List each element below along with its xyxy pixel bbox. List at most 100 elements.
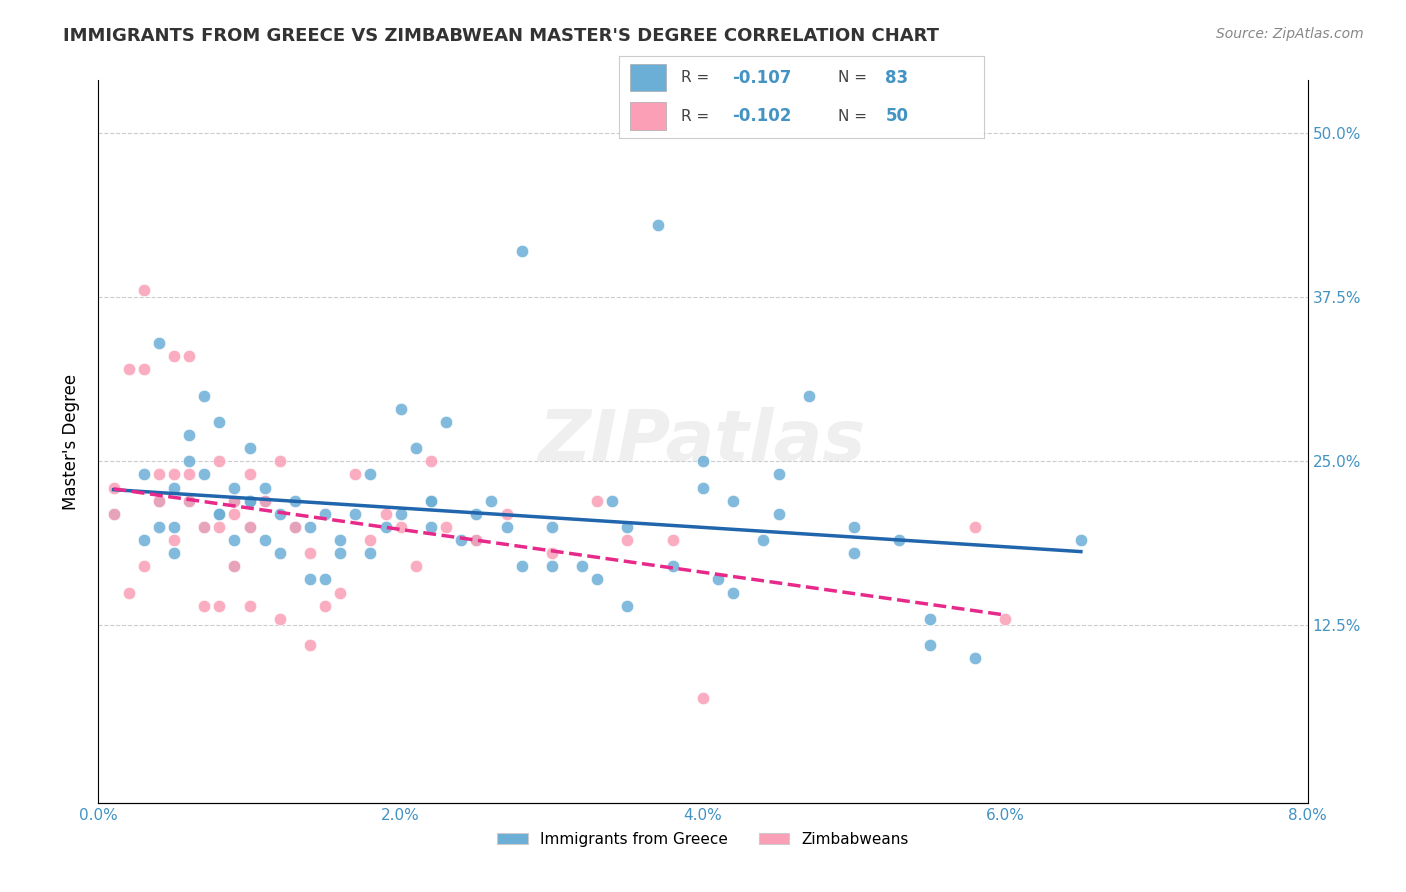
Point — [239, 493, 262, 508]
Text: 83: 83 — [886, 69, 908, 87]
Point — [284, 493, 307, 508]
Point — [193, 599, 215, 613]
Point — [179, 349, 201, 363]
Point — [239, 493, 262, 508]
Point — [540, 559, 562, 574]
Point — [132, 362, 155, 376]
Point — [994, 612, 1017, 626]
Point — [163, 467, 186, 482]
Point — [965, 651, 987, 665]
Point — [132, 467, 155, 482]
Point — [752, 533, 775, 547]
Text: IMMIGRANTS FROM GREECE VS ZIMBABWEAN MASTER'S DEGREE CORRELATION CHART: IMMIGRANTS FROM GREECE VS ZIMBABWEAN MAS… — [63, 27, 939, 45]
Point — [465, 507, 488, 521]
Point — [692, 481, 714, 495]
Point — [360, 546, 382, 560]
Point — [269, 454, 291, 468]
Point — [224, 493, 246, 508]
Point — [647, 218, 669, 232]
Point — [481, 493, 503, 508]
Point — [253, 481, 276, 495]
Point — [148, 467, 170, 482]
Point — [148, 520, 170, 534]
Text: ZIPatlas: ZIPatlas — [540, 407, 866, 476]
Point — [239, 520, 262, 534]
Point — [224, 559, 246, 574]
Point — [420, 493, 443, 508]
Point — [224, 533, 246, 547]
Point — [616, 520, 638, 534]
Point — [420, 520, 443, 534]
Point — [723, 493, 745, 508]
Point — [132, 533, 155, 547]
Point — [420, 454, 443, 468]
FancyBboxPatch shape — [630, 103, 666, 130]
Point — [434, 520, 457, 534]
Point — [586, 573, 609, 587]
Point — [495, 507, 517, 521]
Point — [269, 507, 291, 521]
Point — [389, 520, 412, 534]
Point — [299, 638, 322, 652]
Point — [797, 388, 820, 402]
Point — [389, 507, 412, 521]
Point — [707, 573, 730, 587]
Point — [889, 533, 911, 547]
Point — [360, 533, 382, 547]
Point — [224, 507, 246, 521]
Point — [314, 573, 336, 587]
Point — [329, 546, 352, 560]
Point — [965, 520, 987, 534]
Point — [284, 520, 307, 534]
Point — [723, 585, 745, 599]
Point — [602, 493, 624, 508]
Point — [103, 481, 125, 495]
Point — [239, 467, 262, 482]
Point — [148, 493, 170, 508]
Point — [208, 520, 231, 534]
Point — [510, 559, 533, 574]
Point — [692, 690, 714, 705]
Point — [768, 507, 790, 521]
Point — [329, 585, 352, 599]
Point — [208, 507, 231, 521]
Point — [193, 520, 215, 534]
Point — [374, 507, 396, 521]
Point — [208, 599, 231, 613]
Point — [768, 467, 790, 482]
Point — [132, 284, 155, 298]
Point — [329, 533, 352, 547]
Point — [374, 520, 396, 534]
Point — [253, 493, 276, 508]
Point — [540, 520, 562, 534]
Point — [179, 493, 201, 508]
Point — [465, 533, 488, 547]
Point — [179, 454, 201, 468]
Point — [661, 559, 683, 574]
Text: -0.107: -0.107 — [733, 69, 792, 87]
Point — [208, 415, 231, 429]
Point — [405, 441, 427, 455]
Point — [344, 467, 367, 482]
Point — [239, 441, 262, 455]
Point — [692, 454, 714, 468]
Point — [616, 599, 638, 613]
Point — [132, 559, 155, 574]
Point — [434, 415, 457, 429]
Point — [1070, 533, 1092, 547]
Point — [253, 533, 276, 547]
Text: R =: R = — [681, 109, 714, 124]
Point — [616, 533, 638, 547]
Point — [163, 546, 186, 560]
Point — [193, 467, 215, 482]
Point — [360, 467, 382, 482]
Point — [179, 467, 201, 482]
Point — [163, 481, 186, 495]
Point — [224, 493, 246, 508]
Point — [918, 612, 941, 626]
Point — [224, 481, 246, 495]
Point — [118, 585, 141, 599]
Point — [495, 520, 517, 534]
Point — [284, 520, 307, 534]
Point — [405, 559, 427, 574]
